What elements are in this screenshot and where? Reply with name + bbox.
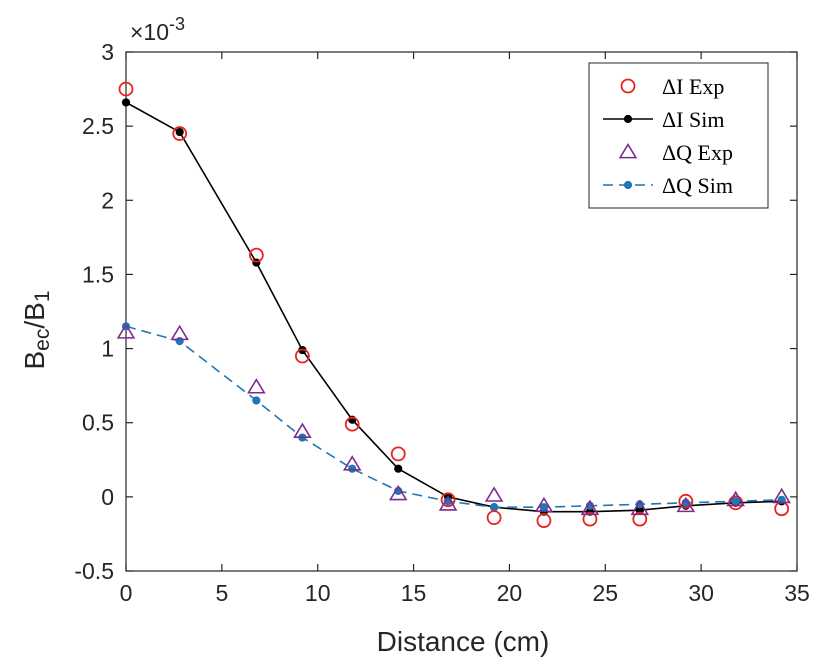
legend: ΔI Exp ΔI Sim ΔQ Exp ΔQ Sim [588,62,769,209]
data-point [170,324,189,341]
y-tick-label: 2 [101,187,114,213]
y-axis-title-sub1: ec [31,329,54,351]
data-point [118,81,134,97]
series-2 [116,323,791,516]
series-line [125,101,782,513]
y-exponent-prefix: ×10 [130,19,169,45]
legend-box [588,62,769,209]
legend-label: ΔI Exp [662,74,724,99]
legend-marker [618,142,638,159]
x-axis-title: Distance (cm) [377,626,550,657]
data-point [252,258,261,267]
series-line [125,325,782,508]
x-tick-label: 15 [401,580,427,606]
data-point [772,487,791,504]
y-exponent-label: ×10-3 [130,14,185,45]
data-point [731,497,740,506]
series-3 [121,322,786,512]
x-tick-label: 10 [305,580,331,606]
legend-symbol [620,78,636,94]
x-tick-label: 20 [497,580,523,606]
data-point [390,446,406,462]
data-point [121,98,131,107]
y-axis-title-main: B [19,351,50,370]
data-point [630,499,650,516]
series-layer [116,81,791,528]
data-point [676,496,696,513]
legend-label: ΔI Sim [662,107,724,132]
y-tick-label: 0 [101,484,114,510]
y-tick-label: 1.5 [82,261,114,287]
legend-symbol [618,142,638,159]
data-point [344,416,360,432]
data-point [252,396,261,405]
data-point [394,464,403,473]
data-point [440,492,456,508]
data-point [726,490,745,507]
x-tick-label: 25 [592,580,618,606]
data-point [247,378,266,394]
data-point [536,513,552,528]
data-point [175,127,184,137]
data-point [489,503,499,512]
data-point [294,348,310,364]
data-point [438,495,458,511]
data-point [388,484,408,501]
x-tick-label: 30 [688,580,714,606]
legend-symbol [603,114,653,124]
y-tick-label: 2.5 [82,113,114,139]
data-point [632,511,648,527]
y-tick-label: -0.5 [74,558,114,584]
x-tick-label: 35 [784,580,810,606]
data-point [582,511,598,527]
legend-marker [623,180,633,190]
data-point [293,422,312,439]
series-0 [118,81,790,528]
legend-label: ΔQ Exp [662,140,733,165]
data-point [348,464,357,473]
legend-marker [623,114,633,124]
y-tick-label: 3 [101,39,114,65]
data-point [539,503,549,512]
y-axis-title: Bec/B1 [19,290,54,369]
data-point [678,493,694,509]
x-tick-label: 0 [120,580,133,606]
x-tick-label: 5 [215,580,228,606]
data-point [534,496,554,513]
legend-symbol [603,180,653,190]
legend-marker [620,78,636,94]
axes: 0 5 10 15 20 25 30 35-0.500.511.522.53 [74,39,809,606]
plot-box [125,51,798,572]
data-point [172,126,188,141]
y-tick-label: 1 [101,336,114,362]
y-tick-label: 0.5 [82,410,114,436]
data-point [116,323,136,339]
data-point [486,510,502,526]
y-axis-title-mid: /B [19,302,50,328]
legend-label: ΔQ Sim [662,173,733,198]
data-point [248,247,264,263]
y-exponent-power: -3 [169,14,185,34]
data-point [484,486,504,502]
y-axis-title-sub2: 1 [31,290,54,302]
data-point [580,499,600,516]
data-point [342,455,362,471]
